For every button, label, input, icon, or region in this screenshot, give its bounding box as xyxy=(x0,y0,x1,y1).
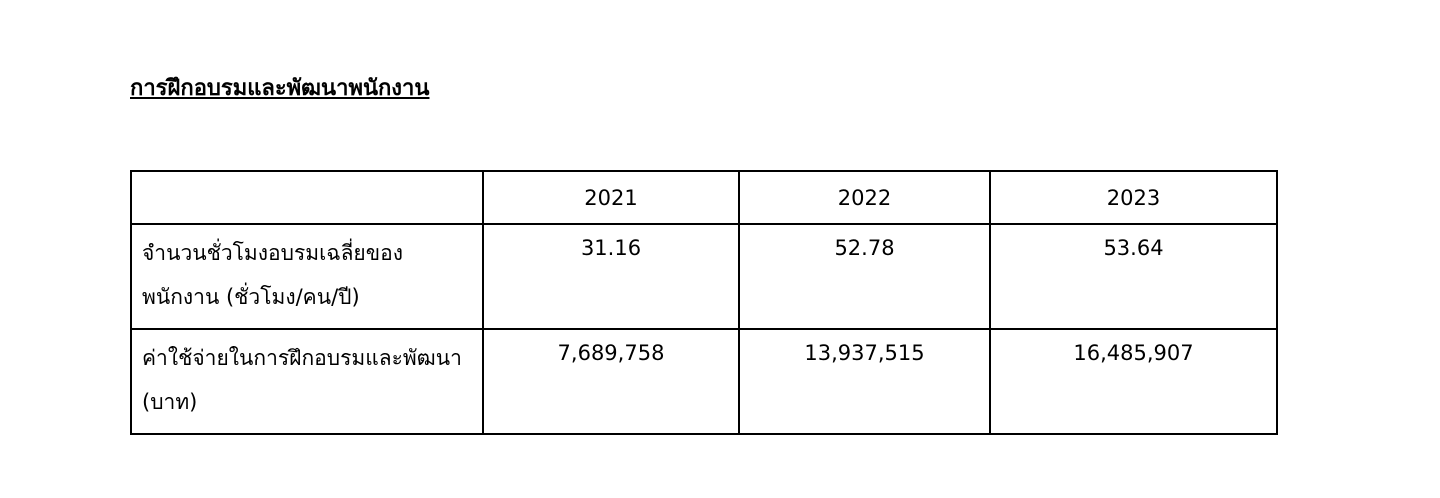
header-cell xyxy=(130,170,484,225)
cell: 13,937,515 xyxy=(738,328,991,435)
row-label: จำนวนชั่วโมงอบรมเฉลี่ยของพนักงาน (ชั่วโม… xyxy=(130,223,484,330)
table-row: จำนวนชั่วโมงอบรมเฉลี่ยของพนักงาน (ชั่วโม… xyxy=(130,223,1278,330)
cell: 52.78 xyxy=(738,223,991,330)
header-cell: 2022 xyxy=(738,170,991,225)
training-table: 2021 2022 2023 จำนวนชั่วโมงอบรมเฉลี่ยของ… xyxy=(130,170,1278,435)
section-title: การฝึกอบรมและพัฒนาพนักงาน xyxy=(130,76,430,101)
cell: 16,485,907 xyxy=(989,328,1278,435)
header-row: 2021 2022 2023 xyxy=(130,170,1278,225)
row-label: ค่าใช้จ่ายในการฝึกอบรมและพัฒนา (บาท) xyxy=(130,328,484,435)
header-cell: 2021 xyxy=(482,170,740,225)
cell: 53.64 xyxy=(989,223,1278,330)
cell: 7,689,758 xyxy=(482,328,740,435)
cell: 31.16 xyxy=(482,223,740,330)
table-row: ค่าใช้จ่ายในการฝึกอบรมและพัฒนา (บาท) 7,6… xyxy=(130,328,1278,435)
header-cell: 2023 xyxy=(989,170,1278,225)
